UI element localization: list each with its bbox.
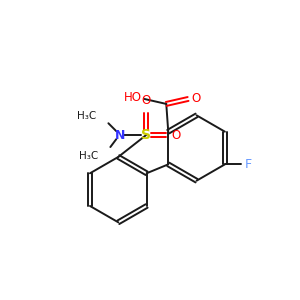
Text: S: S — [141, 128, 151, 142]
Text: H₃C: H₃C — [77, 111, 97, 121]
Text: F: F — [245, 158, 252, 171]
Text: H₃C: H₃C — [79, 151, 98, 161]
Text: N: N — [115, 129, 125, 142]
Text: O: O — [191, 92, 200, 106]
Text: HO: HO — [124, 92, 142, 104]
Text: O: O — [141, 94, 151, 107]
Text: O: O — [172, 129, 181, 142]
